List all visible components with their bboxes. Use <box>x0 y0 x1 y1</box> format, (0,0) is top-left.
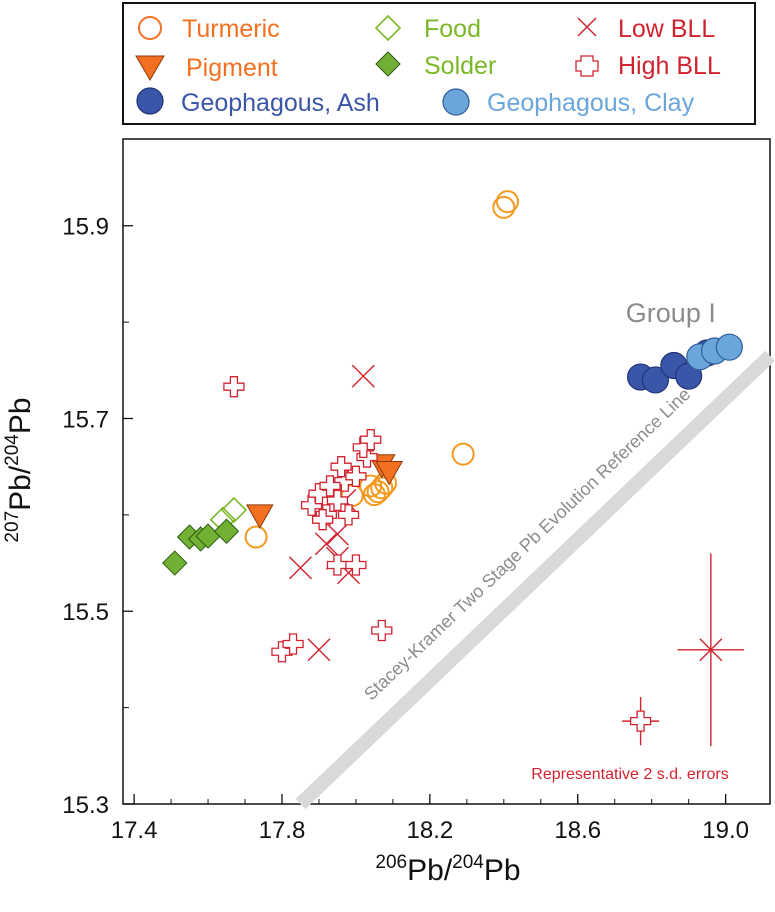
high-bll-point <box>282 633 304 655</box>
legend-label-pigment: Pigment <box>186 54 278 82</box>
high-bll-marker-icon <box>575 55 599 77</box>
ash-marker-icon <box>136 87 164 115</box>
error-bar-samples <box>622 553 745 747</box>
x-axis-title-sup2: 204 <box>452 852 484 873</box>
geophagous-clay-point <box>715 333 743 361</box>
clay-marker-icon <box>442 88 470 116</box>
low-bll-point <box>325 522 349 546</box>
high-bll-point <box>326 489 349 512</box>
low-bll-point <box>351 364 375 388</box>
legend-item-ash: Geophagous, Ash <box>136 87 380 117</box>
legend-item-high-bll: High BLL <box>575 52 721 80</box>
high-bll-point <box>629 710 652 732</box>
legend-label-clay: Geophagous, Clay <box>487 89 695 117</box>
y-axis-title-sup1: 207 <box>2 511 23 543</box>
legend-label-high-bll: High BLL <box>618 52 721 80</box>
turmeric-point <box>366 480 390 504</box>
x-axis-title-base1: Pb/ <box>407 854 453 887</box>
x-axis-ticks: 17.4 17.8 18.2 18.6 19.0 <box>111 794 749 844</box>
pigment-point <box>245 504 274 529</box>
high-bll-point <box>345 465 367 487</box>
legend-label-turmeric: Turmeric <box>182 15 280 43</box>
high-bll-point <box>311 509 334 531</box>
legend-frame <box>122 2 756 125</box>
legend-item-pigment: Pigment <box>135 54 278 82</box>
y-axis-title-sup2: 204 <box>2 434 23 466</box>
legend-label-low-bll: Low BLL <box>618 15 715 43</box>
high-bll-point <box>326 554 349 576</box>
y-tick-label: 15.3 <box>62 792 109 819</box>
turmeric-point <box>496 190 520 214</box>
high-bll-point <box>319 475 341 497</box>
error-bars-caption: Representative 2 s.d. errors <box>531 766 728 783</box>
y-tick-label: 15.7 <box>62 406 109 433</box>
y-tick-label: 15.9 <box>62 214 109 241</box>
low-bll-point <box>307 638 331 662</box>
turmeric-point <box>451 442 475 466</box>
turmeric-point <box>244 525 268 549</box>
y-axis-title-base2: Pb <box>4 397 37 434</box>
legend-item-solder: Solder <box>375 51 496 80</box>
reference-line-label: Stacey-Kramer Two Stage Pb Evolution Ref… <box>360 384 694 704</box>
solder-point <box>213 518 240 544</box>
high-bll-point <box>371 619 393 642</box>
y-axis-title-base1: Pb/ <box>4 465 37 511</box>
x-tick-label: 19.0 <box>702 817 749 844</box>
low-bll-marker-icon <box>577 17 597 37</box>
y-axis-ticks: 15.3 15.5 15.7 15.9 <box>62 214 133 819</box>
x-axis-title-base2: Pb <box>484 854 521 887</box>
legend-label-food: Food <box>424 15 481 43</box>
legend-item-clay: Geophagous, Clay <box>442 88 695 117</box>
low-bll-point <box>288 556 312 580</box>
turmeric-point <box>362 483 386 507</box>
turmeric-point <box>492 195 516 219</box>
high-bll-point <box>330 456 352 478</box>
x-tick-label: 17.4 <box>111 817 158 844</box>
legend-item-food: Food <box>374 14 481 43</box>
plot-frame <box>122 138 771 805</box>
legend-label-ash: Geophagous, Ash <box>181 89 380 117</box>
x-tick-label: 18.2 <box>407 817 454 844</box>
high-bll-point <box>308 483 330 505</box>
reference-line-group: Stacey-Kramer Two Stage Pb Evolution Ref… <box>295 350 775 810</box>
x-axis-title: 206Pb/204Pb <box>375 852 520 887</box>
solder-marker-icon <box>375 51 401 77</box>
legend-item-low-bll: Low BLL <box>577 15 715 43</box>
food-marker-icon <box>374 14 402 42</box>
solder-point <box>162 550 188 576</box>
low-bll-point <box>699 638 723 662</box>
turmeric-marker-icon <box>138 16 162 40</box>
high-bll-point <box>223 376 245 398</box>
legend: Turmeric Food Low BLL Pigment Solder Hig… <box>122 2 756 125</box>
legend-label-solder: Solder <box>424 52 496 80</box>
legend-item-turmeric: Turmeric <box>138 15 280 43</box>
high-bll-point <box>360 429 382 451</box>
x-axis-title-sup1: 206 <box>375 852 407 873</box>
x-tick-label: 17.8 <box>259 817 306 844</box>
pigment-marker-icon <box>135 55 165 81</box>
x-tick-label: 18.6 <box>554 817 601 844</box>
y-tick-label: 15.5 <box>62 599 109 626</box>
food-point <box>220 496 248 524</box>
group-i-label: Group I <box>626 298 716 328</box>
high-bll-point <box>337 504 360 526</box>
y-axis-title: 207Pb/204Pb <box>2 397 37 542</box>
high-bll-point <box>345 554 367 576</box>
geophagous-ash-point <box>641 366 669 394</box>
high-bll-point <box>271 641 293 663</box>
pigment-point <box>375 461 404 486</box>
stacey-kramer-reference-line <box>295 350 775 810</box>
low-bll-point <box>314 532 338 556</box>
data-points <box>162 190 743 663</box>
